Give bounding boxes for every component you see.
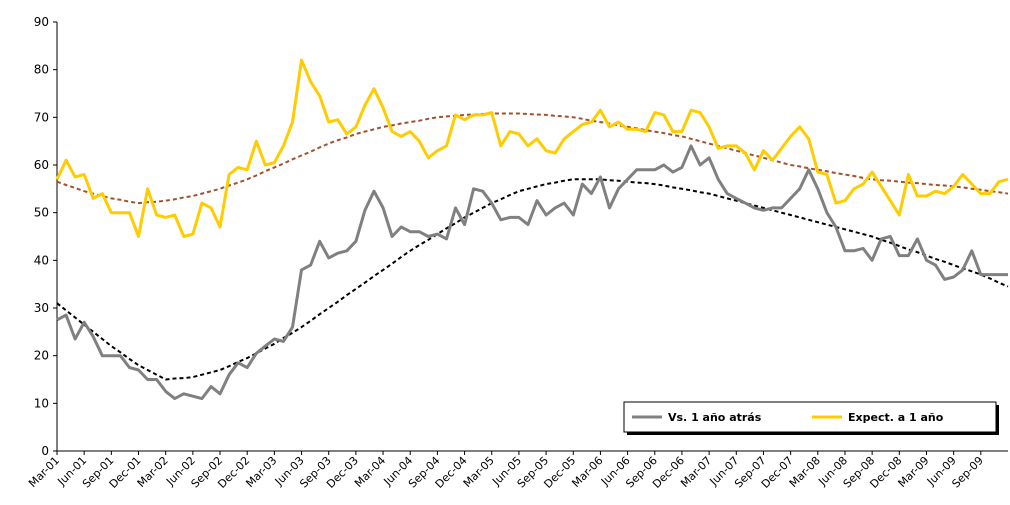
series-line [56,144,1008,401]
y-tick-label: 20 [34,349,49,363]
x-tick-label: Mar-07 [678,454,714,490]
trend-line [56,178,1009,381]
x-tick-label: Mar-03 [243,454,279,490]
y-tick-label: 90 [34,15,49,29]
x-tick-label: Mar-08 [787,454,823,490]
legend-label: Vs. 1 año atrás [668,411,762,424]
y-tick-label: 50 [34,206,49,220]
legend: Vs. 1 año atrás Expect. a 1 año [623,401,999,435]
y-tick-label: 30 [34,301,49,315]
x-tick-label: Mar-09 [896,454,932,490]
legend-box [623,401,997,433]
y-tick-label: 40 [34,253,49,267]
series-line [55,58,1009,238]
y-tick-label: 0 [41,444,49,458]
x-tick-label: Mar-02 [135,454,171,490]
y-tick-label: 60 [34,158,49,172]
legend-label: Expect. a 1 año [848,411,944,424]
x-tick-label: Mar-06 [569,454,605,490]
y-tick-label: 70 [34,110,49,124]
x-tick-label: Mar-05 [461,454,497,490]
y-tick-label: 10 [34,396,49,410]
x-tick-label: Mar-04 [352,454,388,490]
trend-line [56,112,1009,205]
x-tick-label: Mar-01 [26,454,62,490]
y-tick-label: 80 [34,63,49,77]
